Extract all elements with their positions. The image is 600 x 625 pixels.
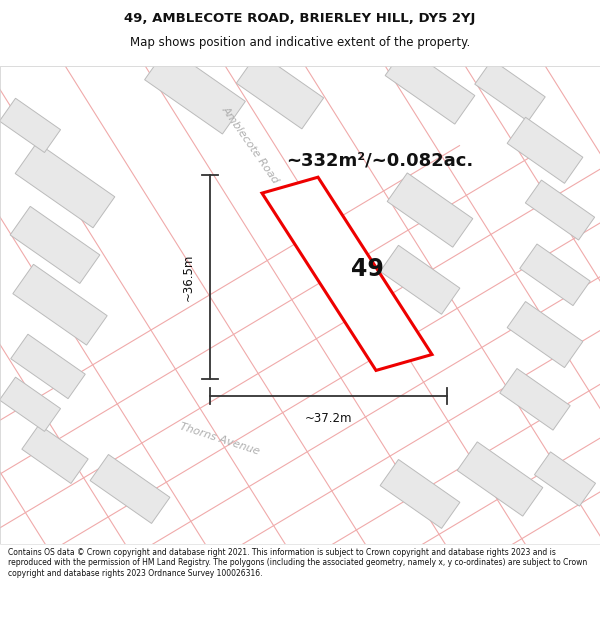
Text: Contains OS data © Crown copyright and database right 2021. This information is : Contains OS data © Crown copyright and d… <box>8 548 587 578</box>
Polygon shape <box>15 142 115 228</box>
Polygon shape <box>145 47 245 134</box>
Polygon shape <box>10 206 100 284</box>
Polygon shape <box>500 369 570 430</box>
Polygon shape <box>387 173 473 248</box>
Polygon shape <box>236 52 323 129</box>
Polygon shape <box>0 377 61 431</box>
Polygon shape <box>385 47 475 124</box>
Polygon shape <box>11 334 85 399</box>
Polygon shape <box>13 264 107 345</box>
Text: ~332m²/~0.082ac.: ~332m²/~0.082ac. <box>286 151 473 169</box>
Polygon shape <box>22 425 88 484</box>
Polygon shape <box>475 60 545 121</box>
Text: 49, AMBLECOTE ROAD, BRIERLEY HILL, DY5 2YJ: 49, AMBLECOTE ROAD, BRIERLEY HILL, DY5 2… <box>124 12 476 25</box>
Polygon shape <box>90 454 170 524</box>
Polygon shape <box>457 442 543 516</box>
Text: ~36.5m: ~36.5m <box>182 254 194 301</box>
Text: 49: 49 <box>350 257 383 281</box>
Text: Thorns Avenue: Thorns Avenue <box>179 421 261 457</box>
Polygon shape <box>507 301 583 368</box>
Polygon shape <box>520 244 590 306</box>
Polygon shape <box>507 118 583 183</box>
Polygon shape <box>380 245 460 314</box>
Polygon shape <box>535 452 596 506</box>
Polygon shape <box>380 459 460 528</box>
Text: ~37.2m: ~37.2m <box>305 412 352 425</box>
Text: Map shows position and indicative extent of the property.: Map shows position and indicative extent… <box>130 36 470 49</box>
Text: Amblecote Road: Amblecote Road <box>220 105 280 186</box>
Polygon shape <box>0 98 61 152</box>
Polygon shape <box>526 180 595 240</box>
Polygon shape <box>262 177 432 371</box>
